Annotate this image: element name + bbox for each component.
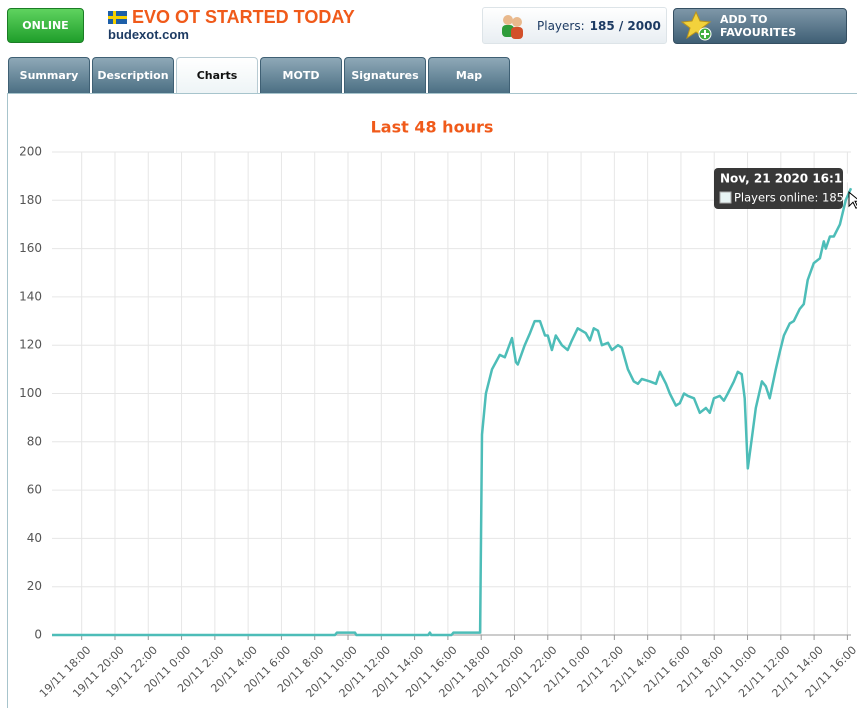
players-box: Players: 185 / 2000 bbox=[482, 7, 667, 44]
favourite-label: ADD TO FAVOURITES bbox=[720, 13, 797, 39]
tab[interactable]: Summary bbox=[8, 57, 90, 93]
y-tick-label: 20 bbox=[27, 579, 42, 593]
y-tick-label: 0 bbox=[34, 628, 42, 642]
y-tick-label: 40 bbox=[27, 531, 42, 545]
tooltip-title: Nov, 21 2020 16:13 bbox=[720, 172, 851, 186]
server-domain: budexot.com bbox=[108, 27, 189, 42]
star-icon bbox=[681, 10, 712, 41]
y-tick-label: 120 bbox=[19, 338, 42, 352]
tab[interactable]: Charts bbox=[176, 57, 258, 93]
players-icon bbox=[502, 15, 523, 39]
players-label: Players: bbox=[537, 18, 585, 33]
tab-bar: Summary Description Charts MOTD Signatures Ma… bbox=[8, 57, 512, 93]
tab[interactable]: Description bbox=[92, 57, 174, 93]
chart-panel bbox=[7, 93, 857, 708]
status-badge: ONLINE bbox=[7, 8, 84, 43]
tooltip-swatch bbox=[719, 191, 732, 204]
chart-title: Last 48 hours bbox=[371, 118, 494, 137]
y-tick-label: 80 bbox=[27, 434, 42, 448]
series-line bbox=[52, 187, 853, 637]
y-tick-label: 140 bbox=[19, 289, 42, 303]
y-tick-label: 60 bbox=[27, 483, 42, 497]
tab[interactable]: Signatures bbox=[344, 57, 426, 93]
tab[interactable]: Map bbox=[428, 57, 510, 93]
y-tick-label: 160 bbox=[19, 241, 42, 255]
y-tick-label: 100 bbox=[19, 386, 42, 400]
y-tick-label: 180 bbox=[19, 193, 42, 207]
tab[interactable]: MOTD bbox=[260, 57, 342, 93]
tooltip-box bbox=[714, 168, 843, 209]
players-value: 185 / 2000 bbox=[589, 18, 661, 33]
favourite-button[interactable]: ADD TO FAVOURITES bbox=[673, 8, 847, 44]
tooltip: Nov, 21 2020 16:13 Players online: 185 bbox=[714, 168, 851, 209]
y-tick-label: 200 bbox=[19, 145, 42, 159]
server-name: EVO OT STARTED TODAY bbox=[132, 7, 355, 27]
tooltip-text: Players online: 185 bbox=[734, 191, 844, 205]
flag-icon bbox=[108, 11, 127, 24]
cursor bbox=[848, 191, 857, 209]
